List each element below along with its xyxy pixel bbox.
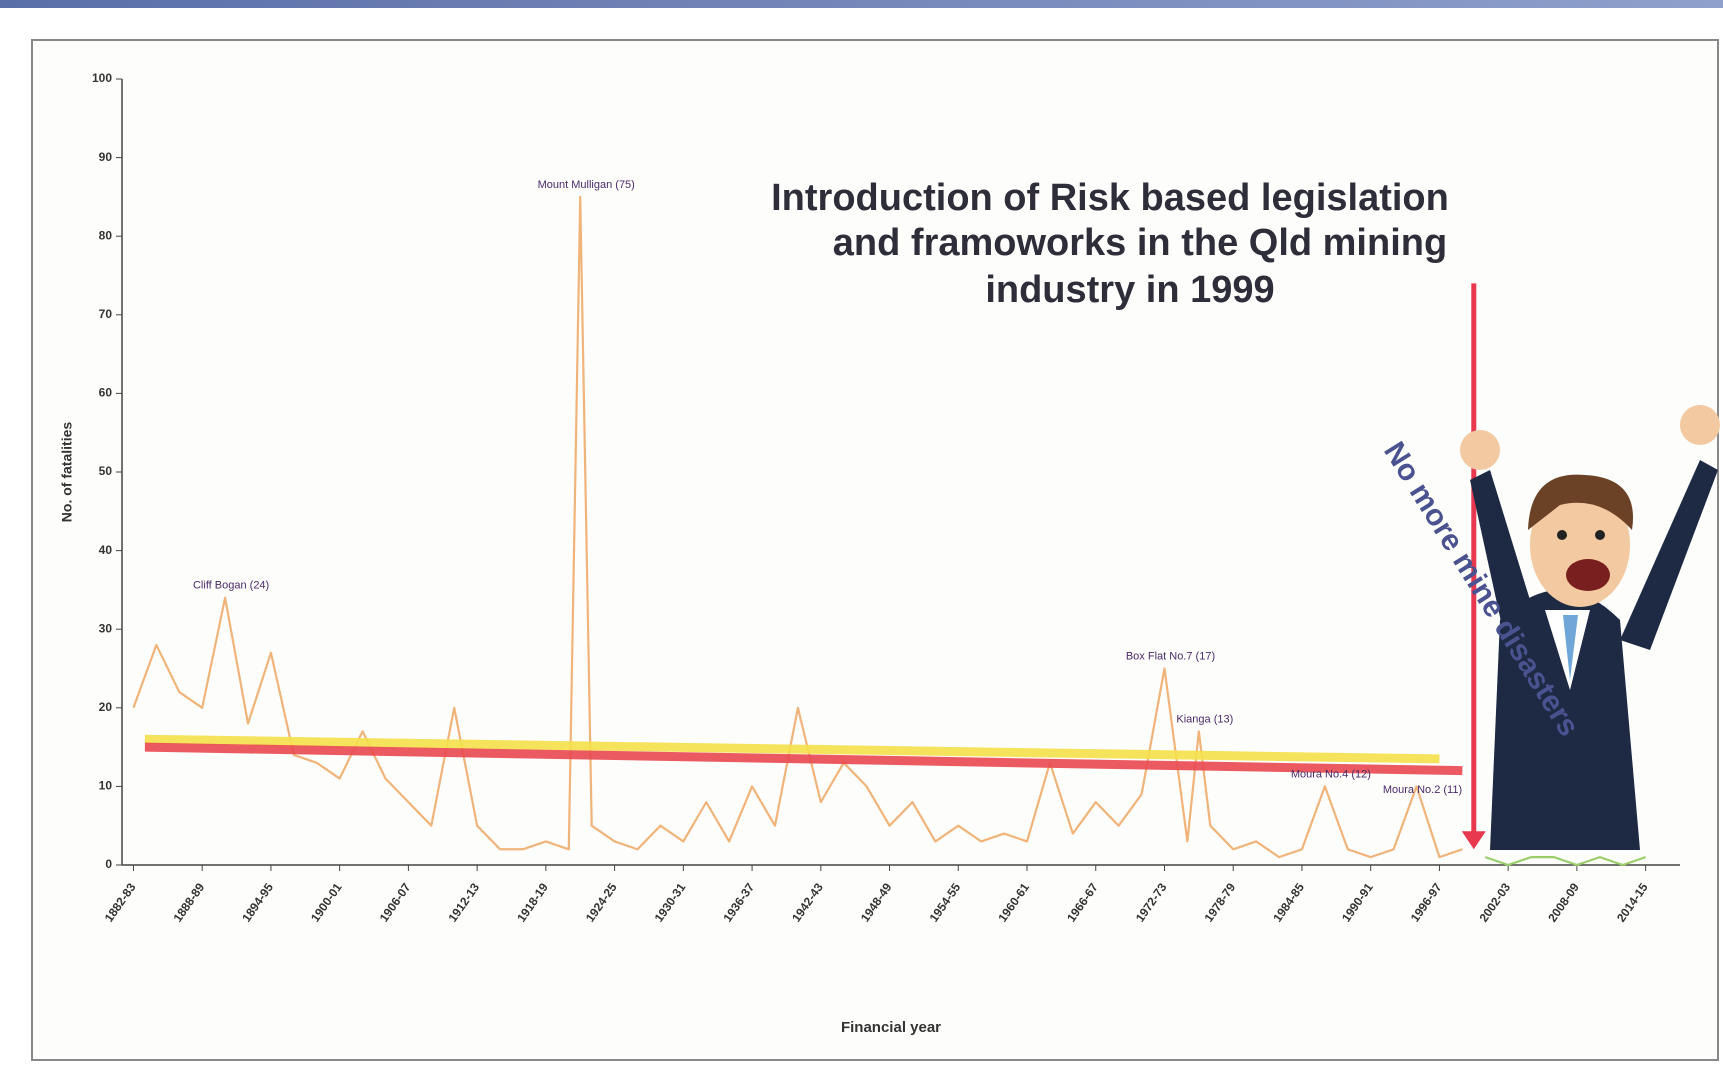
annotation: Kianga (13) [1176,713,1233,725]
y-tick-label: 20 [99,700,113,714]
y-tick-label: 90 [99,150,113,164]
y-tick-label: 30 [99,621,113,635]
mouth [1566,559,1610,591]
annotation: Cliff Bogan (24) [193,580,269,592]
y-tick-label: 60 [99,386,113,400]
y-tick-label: 80 [99,228,113,242]
page: 01020304050607080901001882-831888-891894… [0,0,1723,1066]
top-bar [0,0,1723,8]
annotation: Box Flat No.7 (17) [1126,650,1215,662]
eye [1557,530,1567,540]
annotation: Moura No.4 (12) [1291,768,1371,780]
title-line: industry in 1999 [985,269,1274,311]
y-tick-label: 10 [99,779,113,793]
y-axis-label: No. of fatalities [59,422,75,523]
y-tick-label: 70 [99,307,113,321]
y-tick-label: 50 [99,464,113,478]
title-line: Introduction of Risk based legislation [771,177,1449,219]
right-fist [1680,405,1720,445]
left-fist [1460,430,1500,470]
annotation: Moura No.2 (11) [1383,784,1462,796]
chart: 01020304050607080901001882-831888-891894… [0,0,1723,1066]
x-axis-label: Financial year [841,1019,941,1036]
title-line: and framoworks in the Qld mining [833,222,1447,264]
eye [1595,530,1605,540]
annotation: Mount Mulligan (75) [538,179,635,191]
y-tick-label: 40 [99,543,113,557]
y-tick-label: 100 [92,71,112,85]
y-tick-label: 0 [105,857,112,871]
